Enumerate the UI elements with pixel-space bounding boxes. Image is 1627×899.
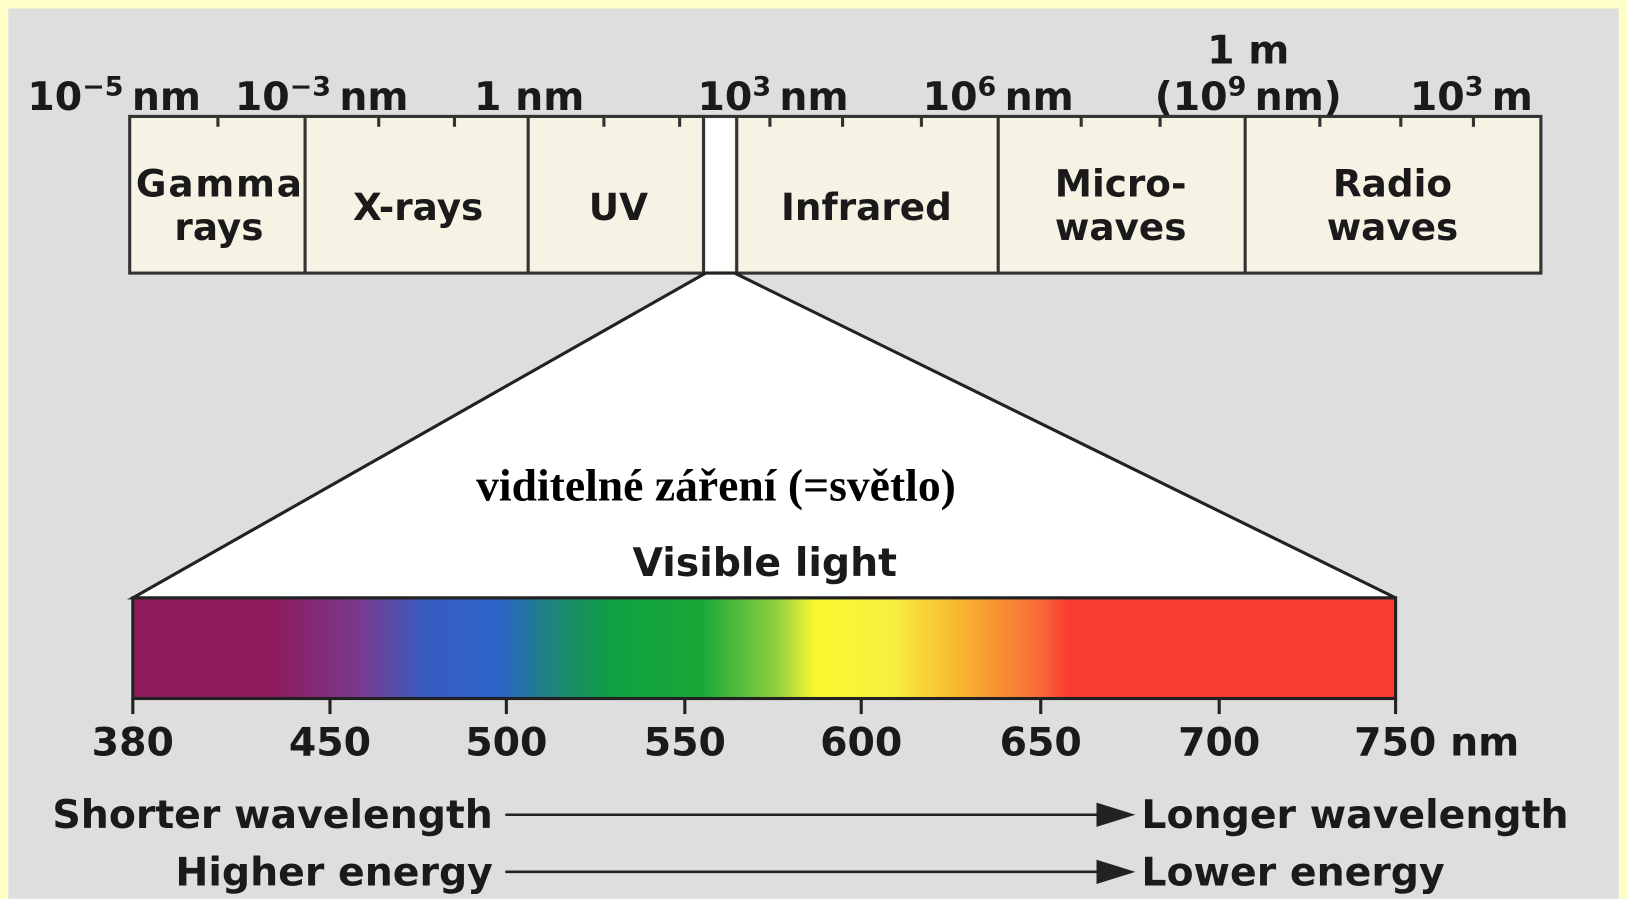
scale-unit: nm xyxy=(339,74,408,120)
scale-unit: m xyxy=(1492,74,1533,120)
arrows xyxy=(505,802,1136,884)
scale-label: 10−3 nm xyxy=(235,72,409,121)
arrow-right-label: Lower energy xyxy=(1141,849,1444,895)
band-label: UV xyxy=(589,185,648,229)
visible-subtitle: Visible light xyxy=(632,540,897,586)
scale-unit: nm xyxy=(1005,74,1074,120)
visible-spectrum xyxy=(131,596,1398,701)
scale-label: 1 nm xyxy=(474,74,584,120)
spectrum-tick-label: 650 xyxy=(1000,720,1082,766)
spectrum-tick-label: 500 xyxy=(465,720,547,766)
scale-label: (109 nm) xyxy=(1155,72,1342,121)
visible-slot xyxy=(706,118,734,272)
band-label: waves xyxy=(1327,205,1459,249)
spectrum-tick-label: 600 xyxy=(820,720,902,766)
spectrum-bar xyxy=(128,114,1543,275)
top-ticks xyxy=(216,116,1475,127)
scale-base: 10 xyxy=(235,74,290,120)
arrow-left-label: Higher energy xyxy=(175,849,492,895)
band-label: X-rays xyxy=(353,185,483,229)
scale-label: 1 m xyxy=(1207,28,1289,74)
spectrum-tick-label: 750 nm xyxy=(1354,720,1519,766)
scale-base: 10 xyxy=(27,74,82,120)
scale-exp: −3 xyxy=(290,72,331,103)
scale-exp: 9 xyxy=(1228,72,1247,103)
scale-base: 10 xyxy=(698,74,753,120)
scale-base: (10 xyxy=(1155,74,1228,120)
spectrum-tick-label: 550 xyxy=(644,720,726,766)
band-label: Radio xyxy=(1333,161,1452,205)
scale-unit: nm) xyxy=(1255,74,1342,120)
band-label: Micro- xyxy=(1055,161,1187,205)
spectrum-tick-label: 380 xyxy=(92,720,174,766)
scale-unit: nm xyxy=(779,74,848,120)
scale-exp: 3 xyxy=(1465,72,1484,103)
band-label: rays xyxy=(174,205,263,249)
band-label: Gamma xyxy=(136,161,302,205)
spectrum-tick-label: 450 xyxy=(289,720,371,766)
visible-title: viditelné záření (=světlo) xyxy=(476,459,956,510)
arrow-left-label: Shorter wavelength xyxy=(52,792,492,838)
scale-base: 10 xyxy=(1410,74,1465,120)
scale-label: 103 nm xyxy=(698,72,849,121)
band-label: Infrared xyxy=(781,185,952,229)
scale-exp: 6 xyxy=(978,72,997,103)
scale-exp: 3 xyxy=(752,72,771,103)
scale-base: 10 xyxy=(923,74,978,120)
scale-label: 106 nm xyxy=(923,72,1074,121)
spectrum-tick-label: 700 xyxy=(1178,720,1260,766)
scale-label: 103 m xyxy=(1410,72,1533,121)
scale-unit: nm xyxy=(132,74,201,120)
band-label: waves xyxy=(1055,205,1187,249)
scale-label: 10−5 nm xyxy=(27,72,201,121)
dividers xyxy=(303,116,1247,274)
arrow-right-label: Longer wavelength xyxy=(1141,792,1568,838)
scale-exp: −5 xyxy=(82,72,123,103)
